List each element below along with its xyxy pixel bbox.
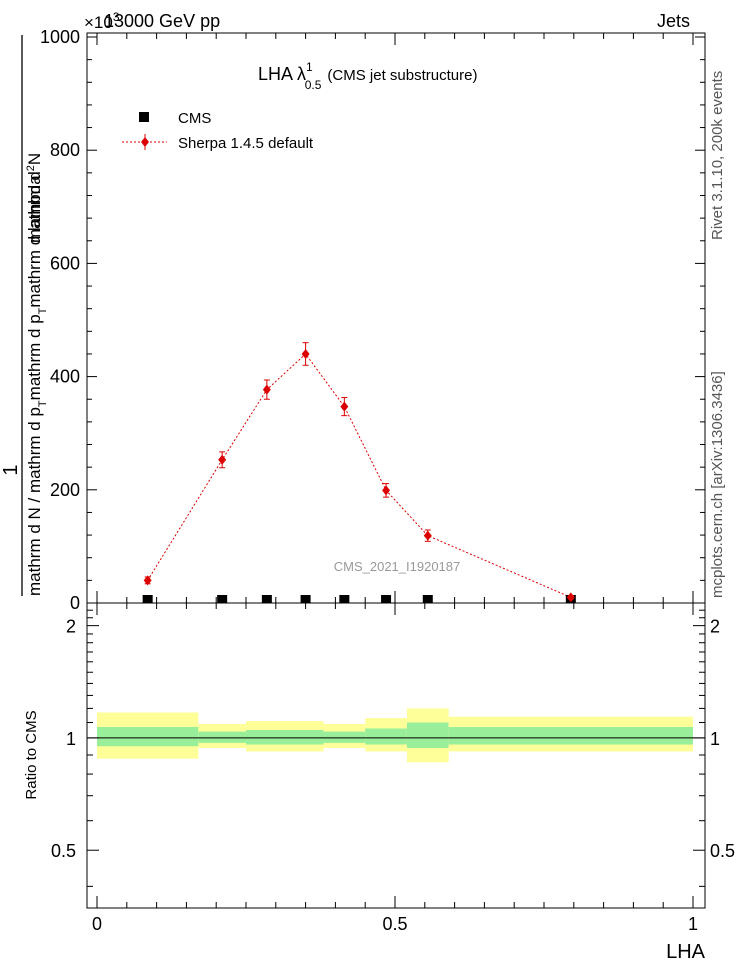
y-axis-exponent: ×103 xyxy=(84,10,120,32)
legend-sherpa-marker xyxy=(141,137,149,147)
ylabel-den-part1: mathrm d N / mathrm d p xyxy=(25,407,44,596)
rivet-label: Rivet 3.1.10, 200k events xyxy=(709,71,726,240)
ratio-x-ticks: 0 0.5 1 xyxy=(92,603,698,934)
sherpa-data-point xyxy=(382,485,391,496)
ratio-inner-band-5 xyxy=(406,722,449,748)
ratio-inner-band-2 xyxy=(246,730,324,745)
sherpa-data-point xyxy=(566,592,575,603)
ratio-plot-frame xyxy=(86,602,706,909)
sherpa-data-point xyxy=(423,530,432,541)
cms-data-point xyxy=(422,595,433,603)
ylabel-top-text: mathrm d xyxy=(25,171,44,243)
legend: CMS Sherpa 1.4.5 default xyxy=(122,110,314,152)
main-ytick-label: 600 xyxy=(50,253,80,273)
ylabel-denominator: mathrm d N / mathrm d pTmathrm d pTmathr… xyxy=(25,175,49,596)
cms-data-point xyxy=(142,595,153,603)
ylabel-top-n: N xyxy=(25,153,44,165)
title-sub: 0.5 xyxy=(305,78,322,92)
title-suffix: (CMS jet substructure) xyxy=(327,67,477,84)
ratio-bands xyxy=(97,708,693,763)
legend-cms-label: CMS xyxy=(178,110,211,127)
main-y-ticks: 0 200 400 600 800 1000 xyxy=(40,27,705,613)
sherpa-data-point xyxy=(340,401,349,412)
ylabel-top-power: 2 xyxy=(25,165,37,171)
sherpa-data-point xyxy=(301,348,310,359)
ylabel-den-sub2: T xyxy=(37,307,49,314)
ratio-ytick-label: 0.5 xyxy=(51,841,76,861)
sherpa-data-point xyxy=(262,384,271,395)
x-axis-label: LHA xyxy=(666,941,706,963)
cms-data-point xyxy=(300,595,311,603)
ratio-ytick-label: 2 xyxy=(66,617,76,637)
main-ytick-label: 800 xyxy=(50,140,80,160)
sherpa-points xyxy=(143,342,575,603)
ratio-xtick-label: 1 xyxy=(688,914,698,934)
main-ytick-label: 0 xyxy=(70,593,80,613)
ratio-inner-band-0 xyxy=(97,726,199,747)
cms-data-point xyxy=(339,595,350,603)
ratio-ytick-label-right: 2 xyxy=(710,617,720,637)
ratio-ytick-label: 1 xyxy=(66,729,76,749)
main-ytick-label: 400 xyxy=(50,367,80,387)
ratio-inner-band-6 xyxy=(448,726,693,745)
cms-points xyxy=(142,595,576,603)
ylabel-top: mathrm d2N xyxy=(25,153,44,243)
ratio-y-ticks: 0.5 0.5 1 1 2 2 xyxy=(51,609,735,887)
ylabel-den-sub1: T xyxy=(37,400,49,407)
mcplots-label: mcplots.cern.ch [arXiv:1306.3436] xyxy=(709,371,726,598)
ratio-xtick-label: 0 xyxy=(92,914,102,934)
cms-data-point xyxy=(217,595,228,603)
ratio-inner-band-3 xyxy=(323,731,366,743)
ylabel-den-part3: mathrm d lambda xyxy=(25,175,44,308)
main-ytick-label: 200 xyxy=(50,480,80,500)
ratio-inner-band-4 xyxy=(365,728,407,745)
cms-data-point xyxy=(261,595,272,603)
ratio-y-axis-label: Ratio to CMS xyxy=(23,710,40,799)
process-label: Jets xyxy=(657,11,690,31)
chart-title: LHA λ1 0.5 (CMS jet substructure) xyxy=(258,60,477,92)
ratio-inner-band-1 xyxy=(198,731,246,743)
main-ytick-label: 1000 xyxy=(40,27,80,47)
exponent-base: ×10 xyxy=(84,13,113,32)
analysis-watermark: CMS_2021_I1920187 xyxy=(334,559,461,574)
title-sup: 1 xyxy=(306,60,313,74)
legend-cms-marker xyxy=(139,112,149,122)
exponent-power: 3 xyxy=(113,10,120,24)
energy-label: 13000 GeV pp xyxy=(104,11,220,31)
legend-sherpa-label: Sherpa 1.4.5 default xyxy=(178,135,314,152)
ratio-xtick-label: 0.5 xyxy=(382,914,407,934)
cms-data-point xyxy=(381,595,392,603)
ratio-ytick-label-right: 0.5 xyxy=(710,841,735,861)
sherpa-data-point xyxy=(218,454,227,465)
ylabel-numerator: 1 xyxy=(0,464,22,475)
sherpa-data-point xyxy=(143,575,152,586)
main-x-ticks xyxy=(96,33,694,603)
ylabel-den-part2: mathrm d p xyxy=(25,314,44,400)
title-main: LHA λ xyxy=(258,64,306,84)
main-y-axis-label: 1 mathrm d2N mathrm d N / mathrm d pTmat… xyxy=(0,35,49,596)
ratio-ytick-label-right: 1 xyxy=(710,729,720,749)
